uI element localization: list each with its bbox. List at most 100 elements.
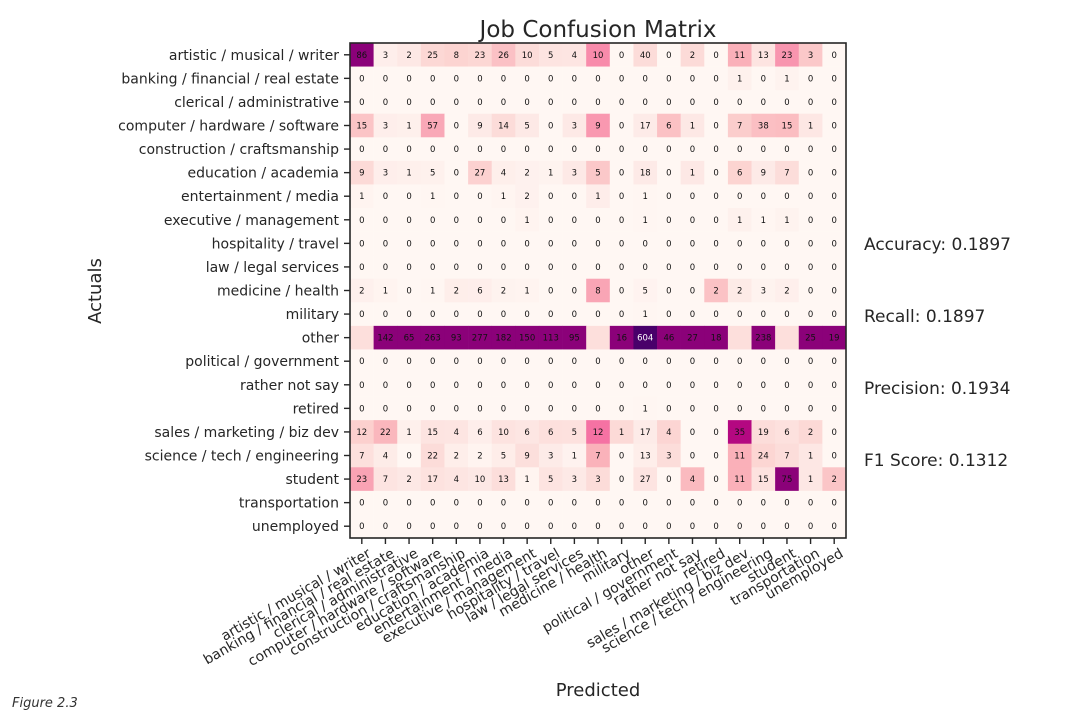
heatmap-cell [775, 349, 800, 374]
heatmap-cell [468, 255, 493, 280]
heatmap-cell [373, 302, 398, 327]
heatmap-cell [751, 443, 776, 468]
cell-value-label: 182 [495, 334, 511, 344]
cell-value-label: 0 [572, 239, 577, 249]
heatmap-cell [397, 66, 422, 91]
heatmap-cell [633, 113, 658, 138]
heatmap-cell [680, 420, 705, 445]
heatmap-cell [586, 302, 611, 327]
cell-value-label: 0 [808, 522, 813, 532]
cell-value-label: 0 [383, 381, 388, 391]
heatmap-cell [562, 467, 587, 492]
cell-value-label: 1 [808, 475, 813, 485]
heatmap-cell [704, 184, 729, 209]
cell-value-label: 0 [808, 310, 813, 320]
cell-value-label: 0 [595, 216, 600, 226]
cell-value-label: 0 [784, 404, 789, 414]
heatmap-cell [468, 396, 493, 421]
cell-value-label: 0 [666, 98, 671, 108]
heatmap-cell [657, 66, 681, 91]
heatmap-cell [751, 325, 776, 350]
heatmap-cell [680, 514, 705, 539]
heatmap-cell [657, 255, 681, 280]
heatmap-cell [444, 66, 469, 91]
cell-value-label: 0 [808, 216, 813, 226]
heatmap-cell [515, 302, 540, 327]
heatmap-cell [680, 160, 705, 185]
cell-value-label: 0 [477, 357, 482, 367]
recall-metric: Recall: 0.1897 [864, 307, 986, 327]
heatmap-cell [727, 137, 752, 162]
cell-value-label: 9 [761, 169, 766, 179]
heatmap-cell [350, 302, 374, 327]
heatmap-cell [468, 325, 493, 350]
cell-value-label: 0 [643, 499, 648, 509]
cell-value-label: 0 [831, 263, 836, 273]
cell-value-label: 0 [619, 475, 624, 485]
cell-value-label: 0 [690, 263, 695, 273]
cell-value-label: 0 [784, 263, 789, 273]
heatmap-cell [468, 184, 493, 209]
cell-value-label: 0 [666, 475, 671, 485]
cell-value-label: 0 [713, 122, 718, 132]
heatmap-cell [373, 467, 398, 492]
cell-value-label: 3 [383, 51, 388, 61]
cell-value-label: 0 [831, 192, 836, 202]
cell-value-label: 0 [548, 145, 553, 155]
heatmap-cell-labels: 86 3 2 25 8 23 26 10 5 4 10 0 40 0 2 0 11 13 23 3 00 0 0 0 0 0 0 0 0… [356, 51, 839, 532]
heatmap-cell [822, 90, 847, 115]
cell-value-label: 0 [690, 381, 695, 391]
heatmap-cell [420, 278, 445, 303]
heatmap-cell [350, 90, 374, 115]
heatmap-cell [680, 278, 705, 303]
y-tick-label: political / government [185, 354, 339, 370]
cell-value-label: 1 [761, 216, 766, 226]
cell-value-label: 0 [406, 192, 411, 202]
heatmap-cell [420, 255, 445, 280]
cell-value-label: 0 [430, 216, 435, 226]
heatmap-cell [751, 184, 776, 209]
heatmap-cell [397, 373, 422, 397]
heatmap-cell [373, 514, 398, 539]
cell-value-label: 0 [477, 404, 482, 414]
heatmap-cell [373, 255, 398, 280]
heatmap-cell [491, 467, 516, 492]
heatmap-cell [491, 349, 516, 374]
cell-value-label: 0 [761, 357, 766, 367]
cell-value-label: 7 [737, 122, 742, 132]
cell-value-label: 0 [713, 428, 718, 438]
heatmap-cell [420, 396, 445, 421]
cell-value-label: 0 [690, 522, 695, 532]
heatmap-cell [373, 325, 398, 350]
heatmap-cell [609, 66, 634, 91]
heatmap-cell [633, 231, 658, 256]
heatmap-cell [657, 396, 681, 421]
cell-value-label: 0 [548, 357, 553, 367]
cell-value-label: 2 [406, 51, 411, 61]
cell-value-label: 0 [430, 404, 435, 414]
cell-value-label: 0 [690, 145, 695, 155]
heatmap-cell [350, 113, 374, 138]
chart-title: Job Confusion Matrix [478, 17, 717, 43]
cell-value-label: 0 [501, 263, 506, 273]
heatmap-cell [420, 302, 445, 327]
heatmap-cell [775, 255, 800, 280]
cell-value-label: 1 [619, 428, 624, 438]
heatmap-cell [751, 160, 776, 185]
heatmap-cell [397, 231, 422, 256]
cell-value-label: 0 [359, 239, 364, 249]
cell-value-label: 0 [666, 216, 671, 226]
heatmap-cell [798, 302, 823, 327]
heatmap-cell [420, 325, 445, 350]
cell-value-label: 0 [690, 216, 695, 226]
heatmap-cell [373, 490, 398, 515]
heatmap-cell [350, 490, 374, 515]
heatmap-cell [538, 255, 563, 280]
heatmap-cell [657, 113, 681, 138]
heatmap-cell [657, 373, 681, 397]
cell-value-label: 0 [548, 522, 553, 532]
heatmap-cell [468, 443, 493, 468]
heatmap-cell [751, 467, 776, 492]
cell-value-label: 0 [406, 263, 411, 273]
cell-value-label: 2 [784, 287, 789, 297]
